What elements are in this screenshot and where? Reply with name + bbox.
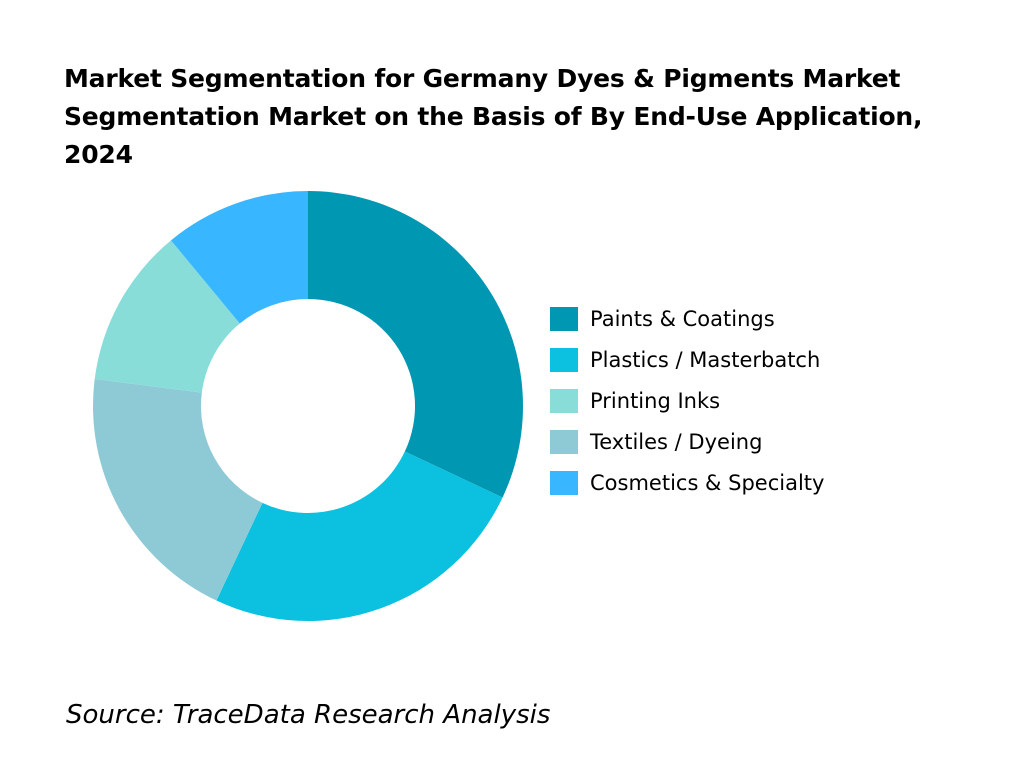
legend-label: Textiles / Dyeing: [590, 429, 763, 454]
legend-swatch: [550, 429, 578, 454]
legend-label: Printing Inks: [590, 388, 721, 413]
legend: Paints & Coatings Plastics / Masterbatch P…: [550, 298, 824, 503]
slice-printing-inks: [94, 240, 240, 393]
slice-cosmetics-specialty: [170, 191, 308, 324]
legend-swatch: [550, 306, 578, 331]
legend-label: Paints & Coatings: [590, 306, 775, 331]
legend-swatch: [550, 347, 578, 372]
legend-item: Plastics / Masterbatch: [550, 339, 824, 380]
legend-label: Plastics / Masterbatch: [590, 347, 821, 372]
slice-plastics-masterbatch: [216, 451, 503, 621]
slice-textiles-dyeing: [92, 379, 263, 601]
legend-swatch: [550, 470, 578, 495]
chart-title: Market Segmentation for Germany Dyes & P…: [64, 64, 923, 169]
legend-swatch: [550, 388, 578, 413]
legend-item: Paints & Coatings: [550, 298, 824, 339]
legend-item: Textiles / Dyeing: [550, 421, 824, 462]
legend-item: Printing Inks: [550, 380, 824, 421]
legend-item: Cosmetics & Specialty: [550, 462, 824, 503]
source-note: Source: TraceData Research Analysis: [66, 700, 551, 730]
legend-label: Cosmetics & Specialty: [590, 470, 825, 495]
slice-paints-coatings: [308, 191, 523, 498]
